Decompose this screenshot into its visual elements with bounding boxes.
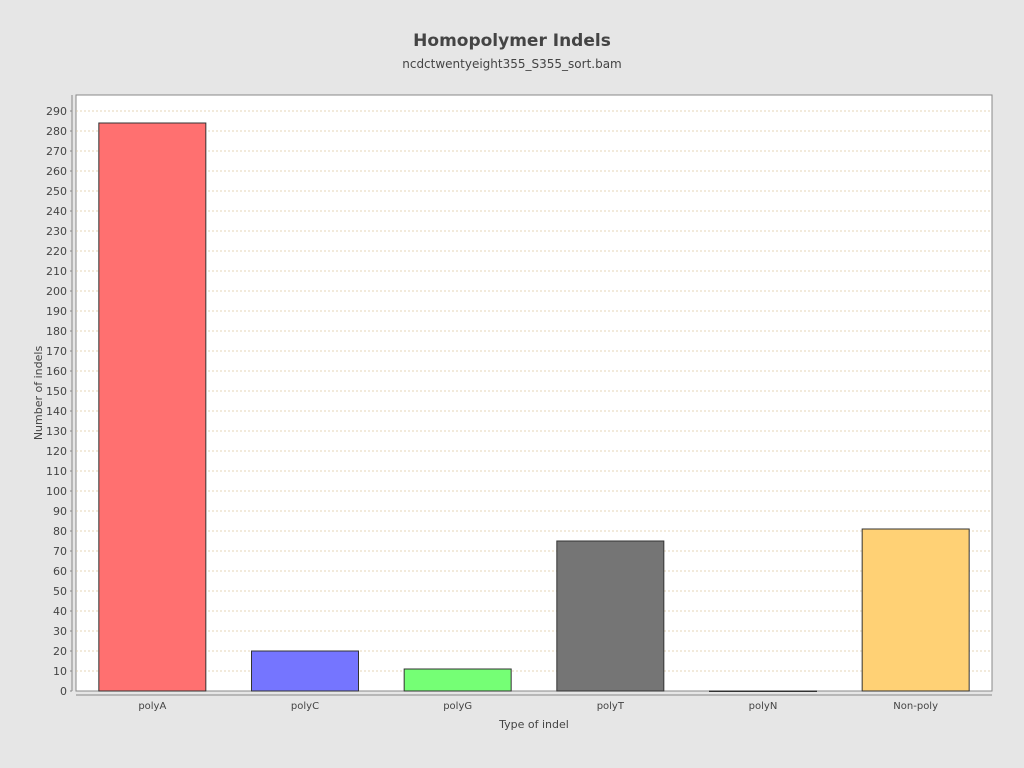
- y-tick-label: 0: [60, 685, 67, 698]
- x-tick-label: polyT: [597, 701, 625, 712]
- y-tick-label: 160: [46, 365, 67, 378]
- x-tick-label: polyN: [749, 701, 778, 712]
- y-tick-label: 110: [46, 465, 67, 478]
- y-tick-label: 140: [46, 405, 67, 418]
- bar-polyc: [251, 650, 359, 692]
- y-tick-label: 60: [53, 565, 67, 578]
- y-tick-label: 10: [53, 665, 67, 678]
- x-tick-label: polyA: [138, 701, 166, 712]
- y-tick-label: 220: [46, 245, 67, 258]
- y-tick-label: 260: [46, 165, 67, 178]
- y-tick-label: 250: [46, 185, 67, 198]
- y-tick-label: 200: [46, 285, 67, 298]
- y-tick-label: 290: [46, 105, 67, 118]
- gridlines: [76, 110, 992, 672]
- bar-polyn: [709, 690, 817, 692]
- y-tick-label: 170: [46, 345, 67, 358]
- y-tick-label: 40: [53, 605, 67, 618]
- chart-title: Homopolymer Indels: [413, 31, 611, 51]
- chart-subtitle: ncdctwentyeight355_S355_sort.bam: [402, 57, 622, 71]
- y-tick-label: 210: [46, 265, 67, 278]
- x-tick-label: Non-poly: [893, 701, 938, 712]
- y-tick-label: 150: [46, 385, 67, 398]
- y-tick-label: 30: [53, 625, 67, 638]
- y-tick-label: 80: [53, 525, 67, 538]
- y-tick-label: 100: [46, 485, 67, 498]
- y-tick-label: 180: [46, 325, 67, 338]
- plot-area: [75, 94, 993, 692]
- bar-polyg: [403, 668, 512, 692]
- y-axis-ticks: 0 10 20 30 40 50 60 70 80 90 100 110 120 130 140 150 160…: [46, 105, 72, 698]
- bar-non-poly: [861, 528, 970, 692]
- y-tick-label: 130: [46, 425, 67, 438]
- x-axis-labels: polyA polyC polyG polyT polyN Non-poly: [138, 701, 938, 712]
- y-tick-label: 230: [46, 225, 67, 238]
- y-axis-title: Number of indels: [32, 346, 45, 441]
- y-tick-label: 240: [46, 205, 67, 218]
- bar-polyt: [556, 540, 665, 692]
- x-axis-title: Type of indel: [498, 718, 569, 731]
- y-tick-label: 20: [53, 645, 67, 658]
- bar-polya: [98, 122, 207, 692]
- y-tick-label: 50: [53, 585, 67, 598]
- bars: [98, 122, 970, 692]
- y-tick-label: 120: [46, 445, 67, 458]
- y-tick-label: 70: [53, 545, 67, 558]
- y-tick-label: 280: [46, 125, 67, 138]
- y-tick-label: 190: [46, 305, 67, 318]
- y-tick-label: 90: [53, 505, 67, 518]
- y-tick-label: 270: [46, 145, 67, 158]
- x-tick-label: polyG: [443, 701, 472, 712]
- x-tick-label: polyC: [291, 701, 319, 712]
